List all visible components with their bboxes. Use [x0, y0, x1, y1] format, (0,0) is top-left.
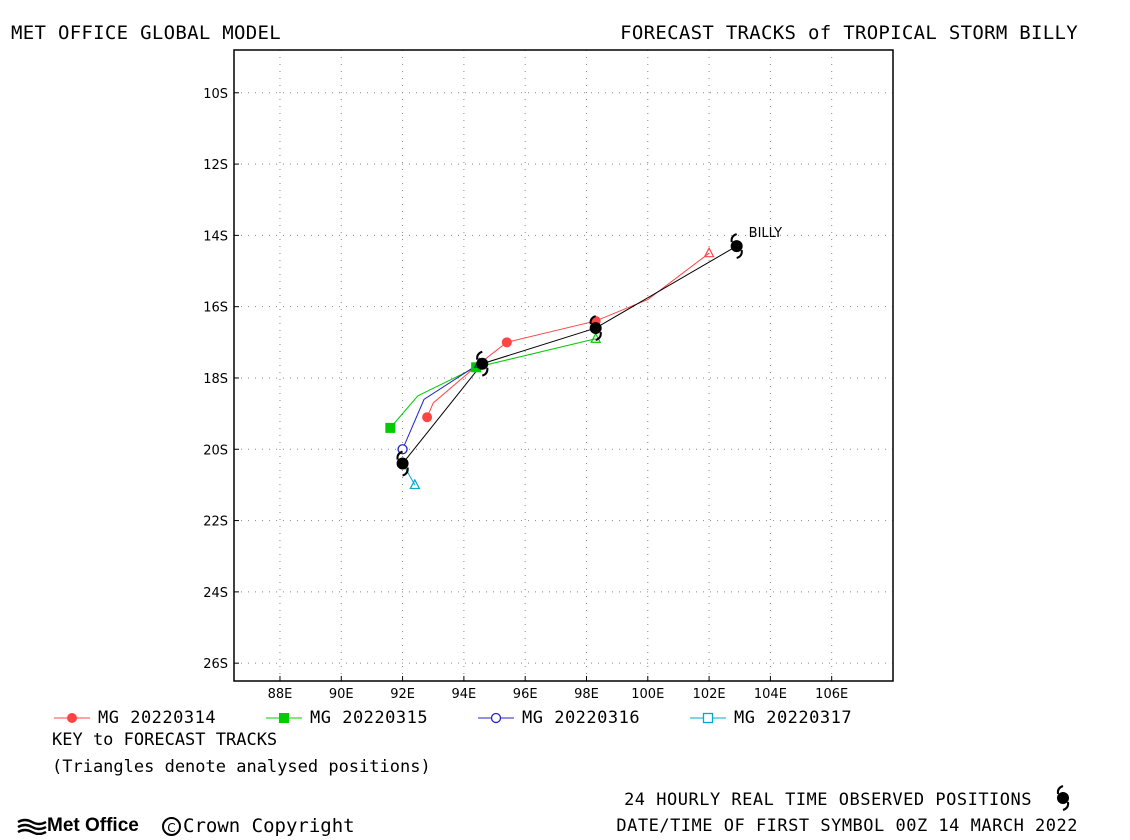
triangle-marker: [409, 478, 421, 490]
lon-tick-label: 94E: [452, 687, 477, 700]
triangle-marker: [703, 246, 715, 258]
track-line-1: [389, 338, 596, 429]
lat-tick-label: 14S: [203, 229, 228, 244]
legend: MG 20220314 MG 20220315 MG 20220316 MG 2022…: [52, 708, 952, 730]
lat-tick-label: 26S: [203, 657, 228, 672]
track-line-4: [402, 245, 737, 464]
map-frame: [233, 49, 894, 682]
met-office-logo: Met Office: [17, 815, 139, 837]
key-title: KEY to FORECAST TRACKS: [52, 730, 278, 750]
lon-tick-label: 88E: [268, 687, 293, 700]
storm-symbol-marker: [396, 450, 409, 477]
lon-tick-label: 102E: [693, 687, 726, 700]
legend-label: MG 20220317: [734, 708, 853, 728]
key-note: (Triangles denote analysed positions): [52, 757, 431, 777]
first-symbol-date: DATE/TIME OF FIRST SYMBOL 00Z 14 MARCH 2…: [616, 816, 1078, 836]
lat-tick-label: 20S: [203, 443, 228, 458]
legend-item-3: MG 20220316: [476, 708, 640, 728]
storm-symbol-marker: [589, 315, 602, 342]
legend-label: MG 20220316: [522, 708, 641, 728]
header-model-title: MET OFFICE GLOBAL MODEL: [11, 22, 281, 44]
track-line-0: [426, 252, 710, 418]
lon-tick-label: 104E: [754, 687, 787, 700]
forecast-track-map: 88E 90E 92E 94E 96E 98E 100E 102E 104E 106E 10S 12S…: [203, 49, 894, 700]
observed-positions-note: 24 HOURLY REAL TIME OBSERVED POSITIONS: [624, 790, 1032, 810]
lat-tick-label: 10S: [203, 87, 228, 102]
storm-symbol-marker: [730, 233, 743, 260]
legend-swatch-icon: [690, 712, 726, 724]
legend-item-1: MG 20220314: [52, 708, 216, 728]
copyright-notice: C Crown Copyright: [162, 815, 355, 837]
legend-label: MG 20220314: [98, 708, 217, 728]
lon-tick-label: 100E: [631, 687, 664, 700]
filled-circle-marker: [501, 337, 512, 348]
lon-tick-label: 96E: [513, 687, 538, 700]
filled-square-marker: [385, 422, 396, 433]
met-office-wordmark: Met Office: [47, 815, 139, 836]
copyright-icon: C: [162, 816, 181, 836]
lon-tick-label: 106E: [815, 687, 848, 700]
forecast-tracks: [389, 245, 737, 486]
storm-symbol-marker: [476, 350, 489, 377]
met-office-waves-icon: [17, 818, 47, 835]
storm-name-label: BILLY: [749, 226, 783, 241]
lat-tick-label: 24S: [203, 586, 228, 601]
lat-tick-label: 22S: [203, 515, 228, 530]
track-line-2: [402, 363, 480, 450]
lat-tick-label: 18S: [203, 372, 228, 387]
filled-circle-marker: [422, 412, 433, 423]
lon-tick-label: 98E: [574, 687, 599, 700]
copyright-text: Crown Copyright: [183, 815, 355, 837]
map-grid: [234, 50, 893, 681]
legend-label: MG 20220315: [310, 708, 429, 728]
lon-tick-label: 92E: [390, 687, 415, 700]
header-storm-title: FORECAST TRACKS of TROPICAL STORM BILLY: [620, 22, 1078, 44]
storm-symbol-icon: [1056, 785, 1070, 811]
legend-swatch-icon: [478, 712, 514, 724]
legend-item-2: MG 20220315: [264, 708, 428, 728]
legend-swatch-icon: [266, 713, 302, 723]
legend-item-4: MG 20220317: [688, 708, 852, 728]
legend-swatch-icon: [54, 713, 90, 723]
track-markers: BILLY: [385, 226, 783, 490]
lat-tick-label: 12S: [203, 158, 228, 173]
lon-tick-label: 90E: [329, 687, 354, 700]
lat-tick-label: 16S: [203, 301, 228, 316]
axis-ticks: 88E 90E 92E 94E 96E 98E 100E 102E 104E 106E 10S 12S…: [203, 87, 848, 700]
